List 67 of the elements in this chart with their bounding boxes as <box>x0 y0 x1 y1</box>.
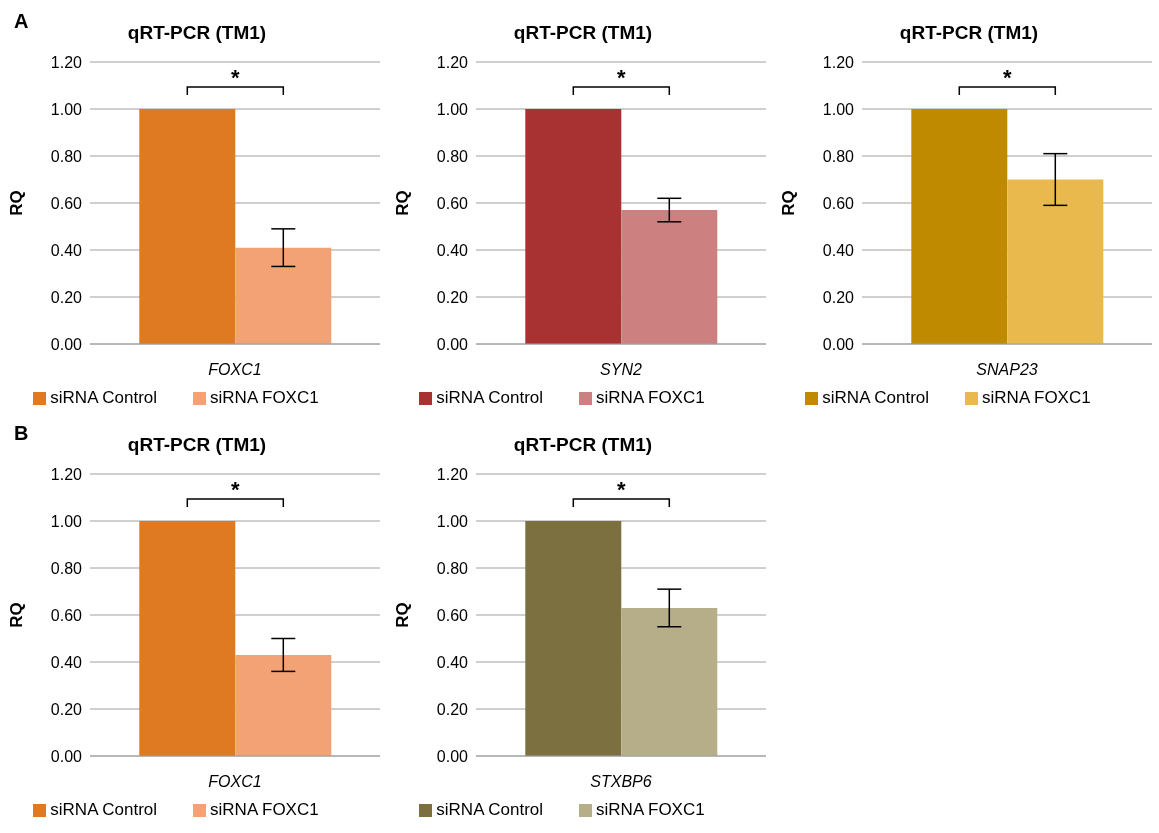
y-tick-label: 0.60 <box>436 606 469 624</box>
y-tick-label: 0.80 <box>822 147 855 165</box>
annotation: * <box>617 65 627 90</box>
y-tick-label: 0.40 <box>436 241 469 259</box>
chart-title: qRT-PCR (TM1) <box>127 22 267 43</box>
text: A <box>14 10 29 33</box>
legend-label: siRNA Control <box>822 388 930 407</box>
y-tick-label: 1.00 <box>822 100 855 118</box>
y-tick-label: 0.60 <box>822 194 855 212</box>
y-tick-label: 0.60 <box>50 194 83 212</box>
y-tick-label: 1.20 <box>50 53 83 71</box>
y-tick-label: 1.20 <box>436 53 469 71</box>
x-tick-label: STXBP6 <box>590 773 652 791</box>
y-tick-label: 0.60 <box>436 194 469 212</box>
y-axis-title: RQ <box>7 190 27 216</box>
y-tick-label: 0.40 <box>822 241 855 259</box>
legend-label: siRNA FOXC1 <box>596 800 705 819</box>
legend-label: siRNA FOXC1 <box>596 388 705 407</box>
annotation: * <box>1003 65 1013 90</box>
chart-title: qRT-PCR (TM1) <box>898 22 1040 44</box>
y-tick-label: 0.00 <box>436 335 469 353</box>
y-tick-label: 1.20 <box>436 465 469 483</box>
y-tick-label: 0.80 <box>436 559 469 577</box>
chart-title: qRT-PCR (TM1) <box>512 434 654 456</box>
chart-title: qRT-PCR (TM1) <box>512 22 654 44</box>
x-tick-label: FOXC1 <box>208 773 262 791</box>
y-tick-label: 1.00 <box>436 100 469 118</box>
y-tick-label: 0.20 <box>436 288 469 306</box>
y-tick-label: 1.00 <box>50 100 83 118</box>
y-tick-label: 0.20 <box>436 700 469 718</box>
y-tick-label: 1.00 <box>50 512 83 530</box>
legend-label: siRNA FOXC1 <box>210 800 319 819</box>
y-tick-label: 0.40 <box>50 241 83 259</box>
y-tick-label: 1.20 <box>50 465 83 483</box>
annotation: * <box>231 477 241 502</box>
legend-label: siRNA Control <box>50 800 158 819</box>
y-tick-label: 0.00 <box>50 335 83 353</box>
x-tick-label: SNAP23 <box>976 361 1038 379</box>
y-tick-label: 0.20 <box>822 288 855 306</box>
y-axis-title: RQ <box>779 190 799 216</box>
x-tick-label: SYN2 <box>600 361 642 379</box>
y-tick-label: 0.80 <box>50 147 83 165</box>
text: B <box>14 422 29 445</box>
y-tick-label: 0.20 <box>50 700 83 718</box>
annotation: * <box>617 477 627 502</box>
y-tick-label: 0.80 <box>436 147 469 165</box>
y-tick-label: 0.80 <box>50 559 83 577</box>
y-tick-label: 0.00 <box>822 335 855 353</box>
legend-label: siRNA Control <box>436 388 544 407</box>
y-tick-label: 0.40 <box>436 653 469 671</box>
y-axis-title: RQ <box>393 190 413 216</box>
y-tick-label: 1.20 <box>822 53 855 71</box>
annotation: * <box>231 65 241 90</box>
y-axis-title: RQ <box>7 602 27 628</box>
y-axis-title: RQ <box>393 602 413 628</box>
y-tick-label: 0.00 <box>50 747 83 765</box>
y-tick-label: 0.60 <box>50 606 83 624</box>
y-tick-label: 0.00 <box>436 747 469 765</box>
legend-label: siRNA FOXC1 <box>210 388 319 407</box>
x-tick-label: FOXC1 <box>208 361 262 379</box>
y-tick-label: 1.00 <box>436 512 469 530</box>
legend-label: siRNA Control <box>50 388 158 407</box>
y-tick-label: 0.40 <box>50 653 83 671</box>
legend-label: siRNA FOXC1 <box>982 388 1091 407</box>
legend-label: siRNA Control <box>436 800 544 819</box>
y-tick-label: 0.20 <box>50 288 83 306</box>
chart-title: qRT-PCR (TM1) <box>127 434 267 455</box>
